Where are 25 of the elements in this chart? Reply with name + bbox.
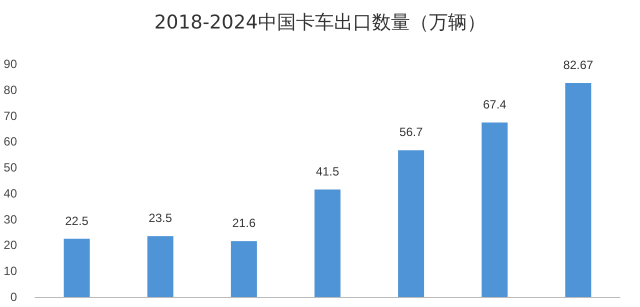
bar (64, 238, 90, 297)
data-label: 23.5 (148, 211, 172, 226)
y-tick-label: 10 (4, 264, 18, 278)
y-tick-label: 30 (4, 212, 18, 226)
data-label: 41.5 (316, 164, 340, 179)
data-label: 82.67 (563, 58, 594, 72)
bar (314, 190, 340, 297)
bar (482, 122, 508, 297)
bar (398, 150, 424, 297)
chart-title: 2018-2024中国卡车出口数量（万辆） (154, 12, 486, 34)
bar (147, 236, 174, 297)
data-label: 67.4 (482, 98, 507, 112)
data-label: 56.7 (399, 125, 424, 140)
bar (230, 241, 257, 297)
data-label: 22.5 (65, 214, 89, 228)
y-tick-label: 80 (4, 82, 18, 97)
y-tick-label: 40 (4, 186, 18, 200)
y-tick-label: 70 (4, 108, 18, 123)
y-tick-label: 60 (4, 134, 18, 149)
y-tick-label: 50 (4, 160, 18, 175)
y-tick-label: 20 (4, 238, 18, 252)
data-label: 21.6 (232, 216, 256, 230)
y-tick-label: 90 (4, 57, 18, 71)
y-tick-label: 0 (10, 290, 18, 304)
bar (565, 82, 592, 297)
